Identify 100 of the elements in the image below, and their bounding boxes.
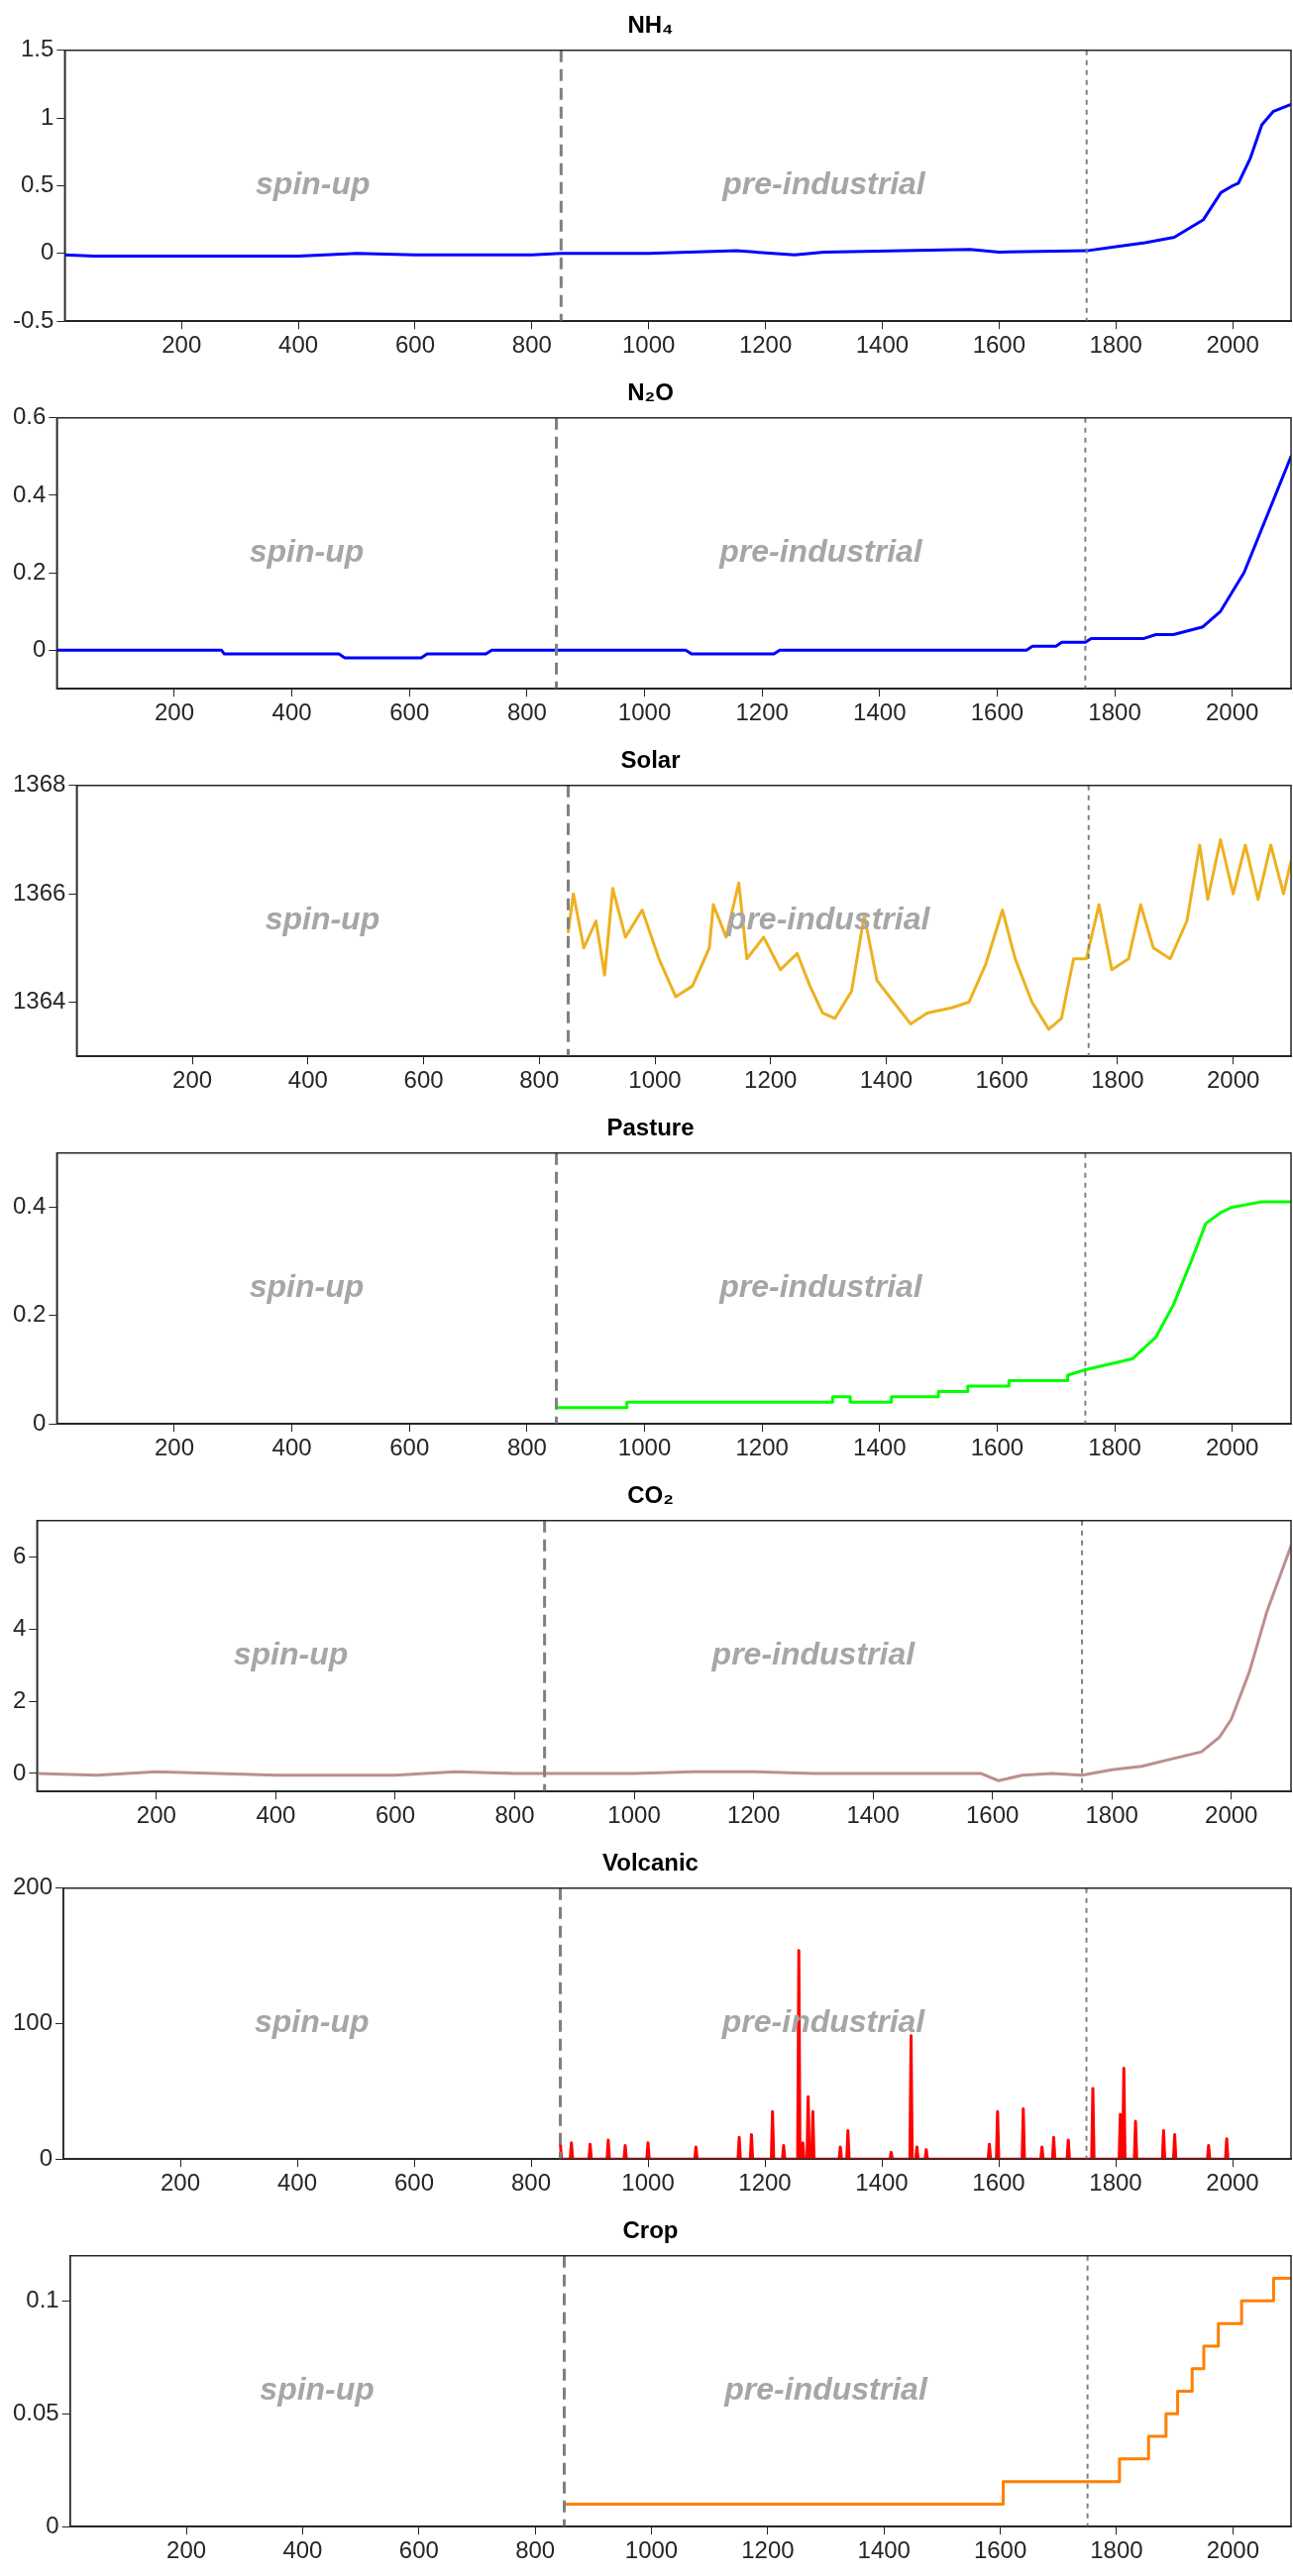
x-tick-label: 600 [375,1801,415,1829]
y-tick-label: 0 [33,1408,47,1436]
x-tick-label: 1200 [735,698,789,726]
x-tick-label: 1400 [853,1434,907,1461]
y-tick-label: 0 [12,1758,27,1785]
x-tick-label: 400 [271,698,312,726]
x-tick-label: 200 [136,1801,176,1829]
x-tick-label: 400 [277,2169,318,2197]
y-tick-label: 4 [12,1613,27,1641]
chart-title: Solar [620,746,681,774]
chart-title: CO₂ [627,1481,674,1509]
x-tick-label: 1600 [965,1801,1020,1829]
y-tick-label: 0.5 [20,170,54,198]
annotation: spin-up [256,165,371,202]
x-tick-label: 600 [394,2169,435,2197]
x-tick-label: 600 [394,331,435,359]
x-tick-label: 2000 [1205,1434,1259,1461]
x-tick-label: 600 [403,1066,444,1094]
y-tick-label: 0.4 [12,480,47,507]
x-tick-label: 1400 [857,2536,911,2564]
x-tick-label: 1600 [972,331,1026,359]
annotation: spin-up [233,1636,349,1672]
y-tick-label: 0 [33,634,47,662]
x-tick-label: 1600 [972,2169,1025,2197]
annotation: spin-up [260,2371,375,2408]
x-tick-label: 1800 [1088,698,1141,726]
y-tick-label: 0.1 [26,2285,59,2312]
x-tick-label: 800 [511,331,552,359]
x-tick-label: 1000 [617,1434,672,1461]
x-tick-label: 1000 [617,698,672,726]
x-tick-label: 200 [161,2169,201,2197]
x-tick-label: 2000 [1205,698,1259,726]
y-tick-label: 0 [41,238,54,266]
y-tick-label: 100 [13,2008,54,2036]
x-tick-label: 400 [287,1066,328,1094]
x-tick-label: 1800 [1085,1801,1138,1829]
y-tick-label: 0 [39,2143,54,2171]
x-tick-label: 1600 [970,1434,1024,1461]
x-tick-label: 800 [519,1066,560,1094]
x-tick-label: 1600 [970,698,1024,726]
x-tick-label: 2000 [1206,2169,1259,2197]
x-tick-label: 1800 [1089,331,1142,359]
y-tick-label: 0 [46,2511,59,2538]
x-tick-label: 2000 [1206,2536,1260,2564]
y-tick-label: 0.4 [12,1192,47,1220]
chart-title: Crop [622,2216,679,2244]
annotation: pre-industrial [721,165,926,202]
x-tick-label: 1000 [622,331,676,359]
x-tick-label: 1600 [973,2536,1027,2564]
x-tick-label: 800 [494,1801,535,1829]
x-tick-label: 1000 [621,2169,675,2197]
annotation: spin-up [255,2003,370,2040]
x-tick-label: 2000 [1206,331,1259,359]
x-tick-label: 1800 [1089,2169,1142,2197]
y-tick-label: 200 [13,1873,54,1900]
x-tick-label: 600 [398,2536,439,2564]
x-tick-label: 200 [162,331,202,359]
y-tick-label: 0.2 [12,557,47,585]
annotation: spin-up [265,901,380,937]
y-tick-label: 1366 [13,878,66,906]
y-tick-label: 1.5 [20,35,54,62]
y-tick-label: 1 [41,102,54,130]
x-tick-label: 400 [282,2536,323,2564]
x-tick-label: 200 [172,1066,213,1094]
x-tick-label: 600 [389,1434,430,1461]
x-tick-label: 800 [511,2169,552,2197]
x-tick-label: 1200 [741,2536,795,2564]
x-tick-label: 1600 [975,1066,1028,1094]
x-tick-label: 1200 [726,1801,781,1829]
x-tick-label: 800 [515,2536,556,2564]
chart-title: NH₄ [627,11,674,39]
chart-title: Pasture [606,1114,695,1141]
x-tick-label: 1800 [1091,1066,1144,1094]
annotation: pre-industrial [718,1268,923,1305]
x-tick-label: 200 [166,2536,207,2564]
x-tick-label: 1200 [735,1434,789,1461]
y-tick-label: 6 [12,1541,27,1568]
x-tick-label: 2000 [1205,1801,1258,1829]
annotation: spin-up [249,533,365,570]
x-tick-label: 400 [278,331,319,359]
x-tick-label: 2000 [1206,1066,1260,1094]
x-tick-label: 600 [389,698,430,726]
x-tick-label: 1400 [853,698,907,726]
x-tick-label: 200 [154,1434,195,1461]
y-tick-label: -0.5 [13,305,54,333]
x-tick-label: 1200 [744,1066,798,1094]
x-tick-label: 800 [506,1434,547,1461]
x-tick-label: 1800 [1088,1434,1141,1461]
x-tick-label: 200 [154,698,195,726]
x-tick-label: 1000 [607,1801,661,1829]
chart-title: Volcanic [602,1849,699,1877]
y-tick-label: 2 [12,1685,27,1713]
x-tick-label: 1000 [624,2536,679,2564]
x-tick-label: 400 [256,1801,296,1829]
x-tick-label: 400 [271,1434,312,1461]
x-tick-label: 1200 [738,331,793,359]
annotation: pre-industrial [710,1636,916,1672]
annotation: spin-up [249,1268,365,1305]
x-tick-label: 1800 [1090,2536,1143,2564]
y-tick-label: 1368 [13,770,66,798]
